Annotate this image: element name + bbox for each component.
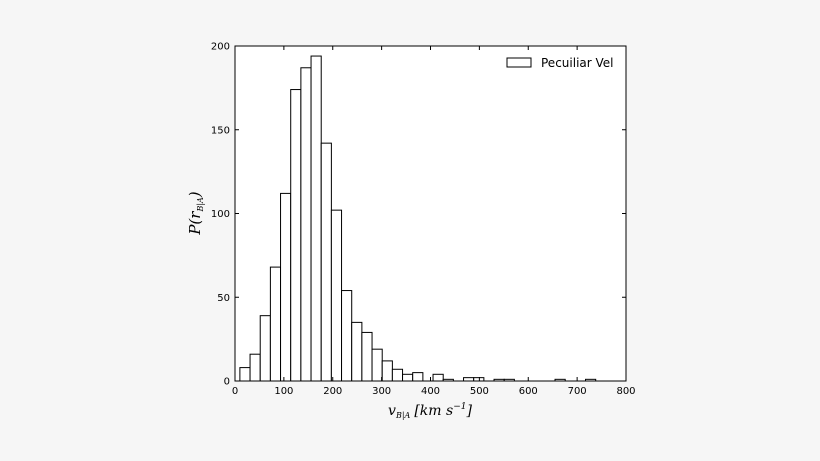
histogram-bar [259,315,271,382]
histogram-bar [463,377,475,382]
histogram-bar [280,192,292,382]
histogram-bar [269,266,282,382]
plot-frame [234,45,627,382]
x-tick-label: 200 [323,386,342,397]
histogram-bar [310,55,322,382]
x-tick-label: 700 [568,386,587,397]
histogram-bar [473,377,485,382]
y-tick-label: 100 [211,209,230,220]
x-tick-label: 500 [470,386,489,397]
histogram-bar [402,373,414,382]
ticks-group: 0 100 200 300 400 500 600 700 800 0 50 100 150 200 [211,42,636,398]
y-tick-label: 150 [211,125,230,136]
legend-swatch [506,57,532,68]
x-tick-label: 400 [421,386,440,397]
legend-label: Pecuiliar Vel [541,56,614,70]
histogram-bar [381,360,393,382]
x-tick-label: 100 [274,386,293,397]
histogram-bar [391,368,404,382]
histogram-bar [432,373,444,382]
histogram-bar [412,372,424,382]
y-tick-label: 50 [217,293,230,304]
histogram-bar [249,353,261,382]
histogram-bar [239,367,251,382]
histogram-bar [330,209,343,382]
histogram-bar [290,89,302,382]
histogram-bar [320,142,332,382]
histogram-bar [341,290,353,382]
x-axis-label: vB|A [km s−1] [388,402,472,420]
histogram-bar [371,348,383,382]
y-tick-label: 200 [211,42,230,53]
histogram-bar [361,331,373,382]
x-tick-label: 0 [232,386,238,397]
histogram-bar [351,321,363,382]
x-tick-label: 300 [372,386,391,397]
y-axis-label: P(rB|A) [186,191,205,235]
x-tick-label: 800 [616,386,635,397]
x-tick-label: 600 [519,386,538,397]
y-tick-label: 0 [224,377,230,388]
histogram-bar [300,67,312,382]
legend: Pecuiliar Vel [506,56,614,70]
